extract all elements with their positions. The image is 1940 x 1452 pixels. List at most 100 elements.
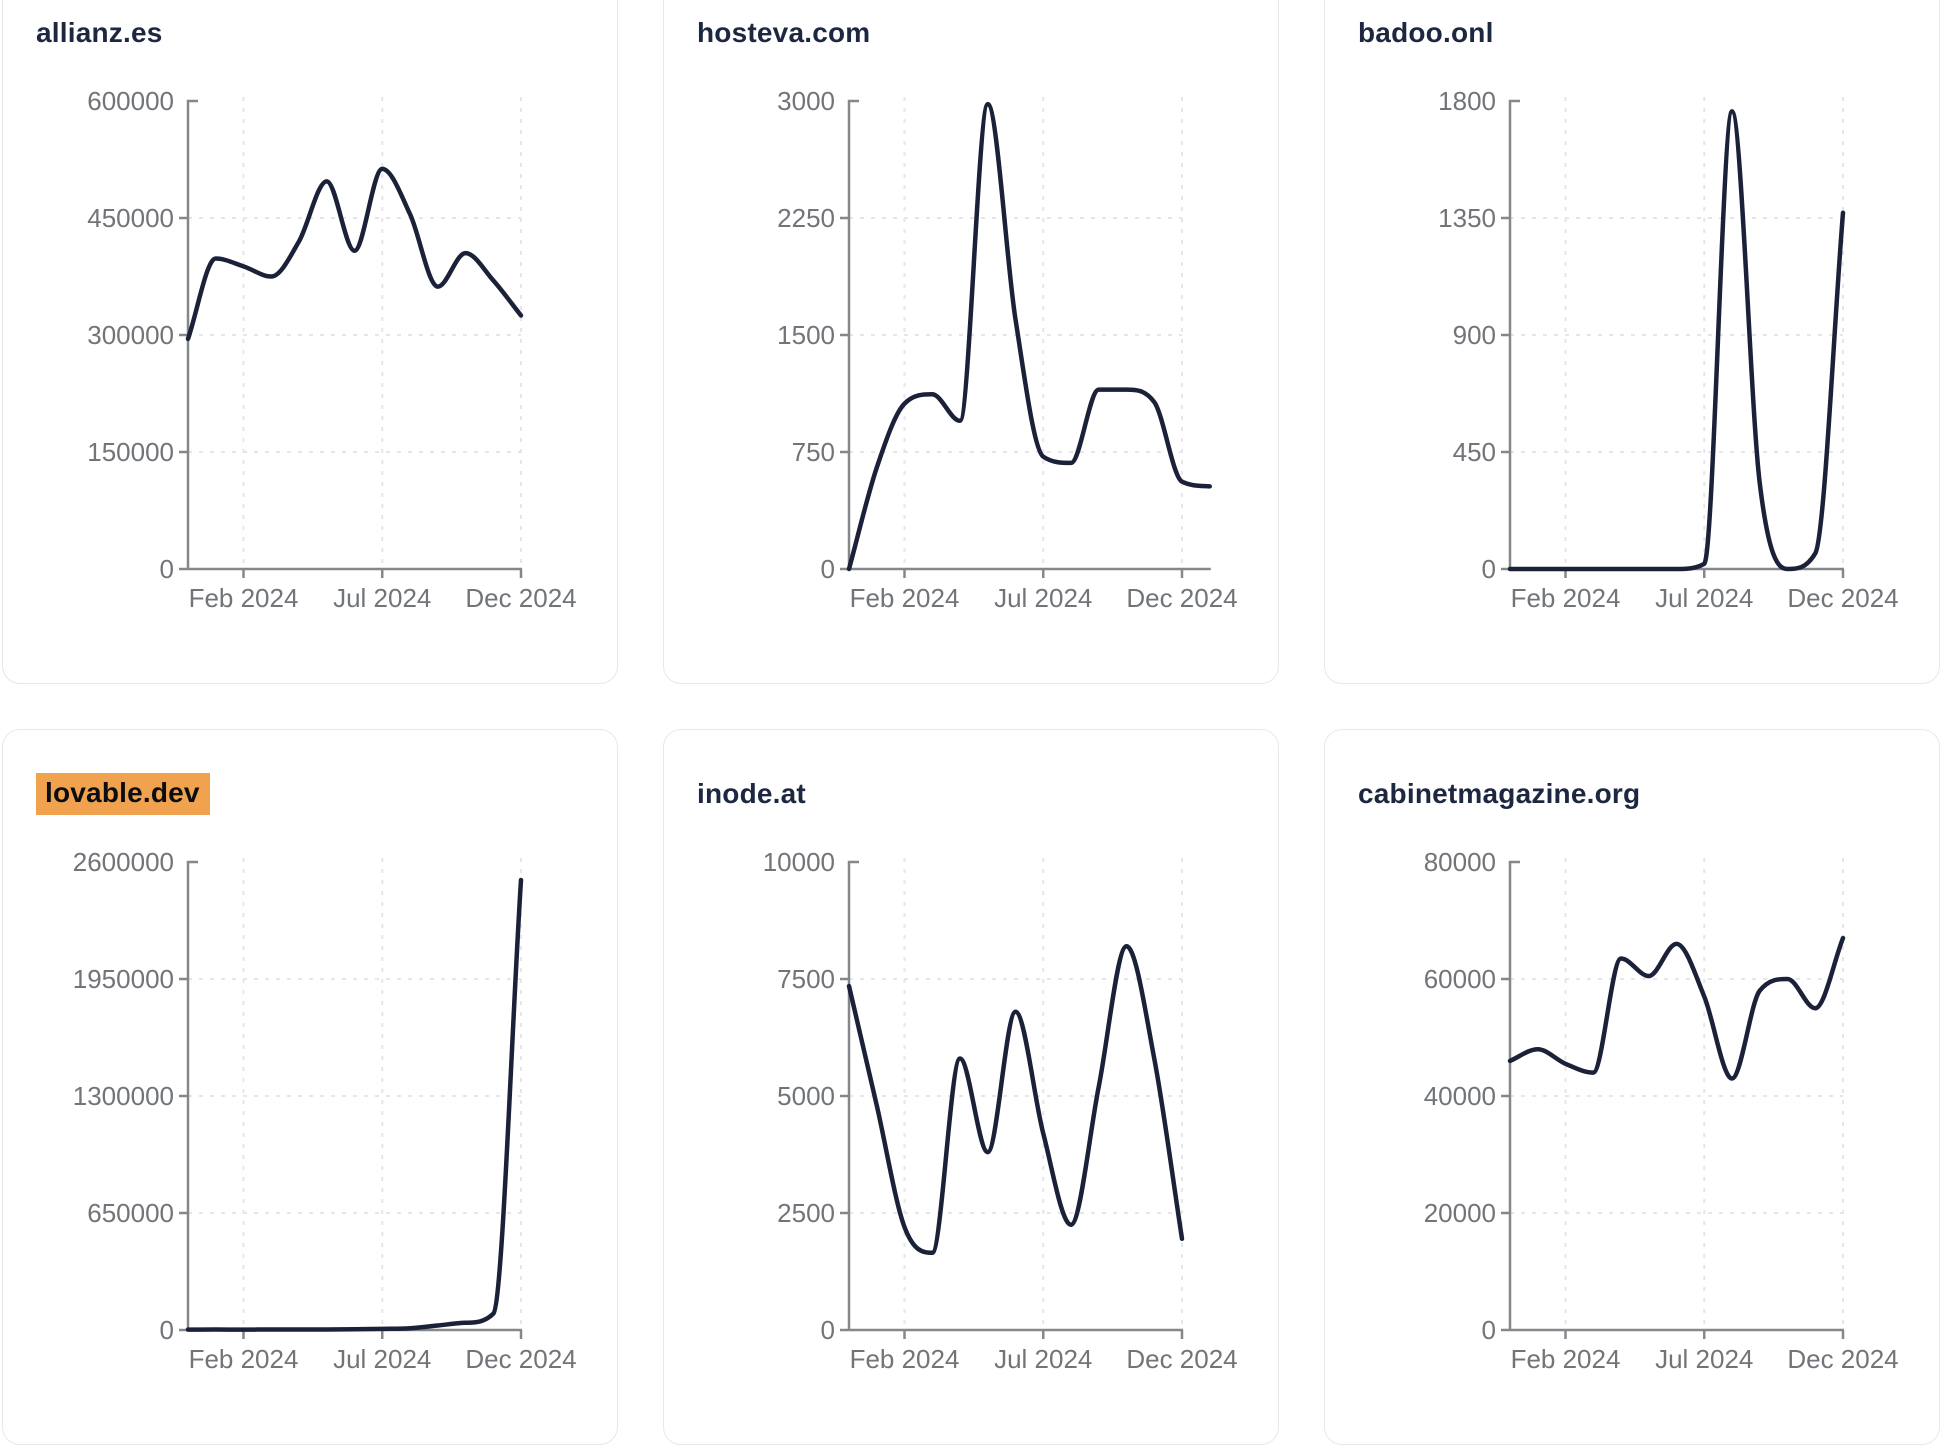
x-tick-labels: Feb 2024 Jul 2024 Dec 2024 (1511, 583, 1899, 613)
series-line (1507, 109, 1846, 572)
svg-text:450: 450 (1453, 437, 1496, 467)
y-axis (1501, 99, 1520, 571)
y-gridlines (1510, 217, 1843, 453)
svg-text:60000: 60000 (1424, 964, 1496, 994)
x-gridlines (903, 858, 1183, 1330)
svg-text:150000: 150000 (87, 437, 174, 467)
domain-title-highlighted: lovable.dev (36, 773, 210, 815)
svg-text:5000: 5000 (777, 1081, 835, 1111)
domain-title: cabinetmagazine.org (1358, 778, 1641, 809)
x-gridlines (1564, 858, 1844, 1330)
svg-text:2600000: 2600000 (73, 847, 174, 877)
svg-text:0: 0 (160, 1315, 174, 1345)
y-gridlines (1510, 978, 1843, 1214)
traffic-line-chart: 0 650000 1300000 1950000 2600000 Feb 2024 Jul … (73, 847, 577, 1374)
series-line (1507, 935, 1846, 1081)
y-axis (840, 99, 859, 571)
traffic-line-chart: 0 20000 40000 60000 80000 Feb 2024 Jul 2024 Dec… (1424, 847, 1899, 1374)
card-allianz-es[interactable]: allianz.es 0 150000 300000 450000 600000 Feb … (2, 0, 618, 684)
y-gridlines (849, 978, 1182, 1214)
svg-text:600000: 600000 (87, 86, 174, 116)
svg-text:Feb 2024: Feb 2024 (1511, 1344, 1621, 1374)
x-tick-labels: Feb 2024 Jul 2024 Dec 2024 (850, 583, 1238, 613)
svg-text:450000: 450000 (87, 203, 174, 233)
svg-text:Jul 2024: Jul 2024 (333, 1344, 431, 1374)
svg-text:Feb 2024: Feb 2024 (1511, 583, 1621, 613)
svg-text:Feb 2024: Feb 2024 (850, 583, 960, 613)
x-axis (1510, 1328, 1845, 1339)
svg-text:0: 0 (1482, 554, 1496, 584)
series-line (846, 943, 1185, 1256)
svg-text:Jul 2024: Jul 2024 (994, 583, 1092, 613)
x-tick-labels: Feb 2024 Jul 2024 Dec 2024 (189, 1344, 577, 1374)
svg-text:0: 0 (821, 1315, 835, 1345)
y-tick-labels: 0 650000 1300000 1950000 2600000 (73, 847, 174, 1345)
y-axis (179, 860, 198, 1332)
x-axis (849, 567, 1211, 578)
svg-text:Dec 2024: Dec 2024 (465, 1344, 576, 1374)
y-tick-labels: 0 750 1500 2250 3000 (777, 86, 835, 584)
x-tick-labels: Feb 2024 Jul 2024 Dec 2024 (189, 583, 577, 613)
y-axis (1501, 860, 1520, 1332)
svg-text:Dec 2024: Dec 2024 (465, 583, 576, 613)
domain-title: allianz.es (36, 17, 163, 48)
svg-text:750: 750 (792, 437, 835, 467)
svg-text:Jul 2024: Jul 2024 (1655, 583, 1753, 613)
y-axis (179, 99, 198, 571)
card-inode-at[interactable]: inode.at 0 2500 5000 7500 10000 Feb 2024 Jul 2… (663, 729, 1279, 1445)
y-tick-labels: 0 20000 40000 60000 80000 (1424, 847, 1496, 1345)
svg-text:Dec 2024: Dec 2024 (1126, 1344, 1237, 1374)
svg-text:Dec 2024: Dec 2024 (1126, 583, 1237, 613)
svg-text:Dec 2024: Dec 2024 (1787, 1344, 1898, 1374)
traffic-line-chart: 0 2500 5000 7500 10000 Feb 2024 Jul 2024 Dec 20… (763, 847, 1238, 1374)
svg-text:0: 0 (821, 554, 835, 584)
svg-text:10000: 10000 (763, 847, 835, 877)
svg-text:1950000: 1950000 (73, 964, 174, 994)
svg-text:650000: 650000 (87, 1198, 174, 1228)
svg-text:2250: 2250 (777, 203, 835, 233)
card-cabinetmagazine-org[interactable]: cabinetmagazine.org 0 20000 40000 60000 8000… (1324, 729, 1940, 1445)
svg-text:7500: 7500 (777, 964, 835, 994)
domain-title: hosteva.com (697, 17, 871, 48)
svg-text:1800: 1800 (1438, 86, 1496, 116)
svg-text:Feb 2024: Feb 2024 (850, 1344, 960, 1374)
svg-text:2500: 2500 (777, 1198, 835, 1228)
card-hosteva-com[interactable]: hosteva.com 0 750 1500 2250 3000 Feb 2024 Jul … (663, 0, 1279, 684)
domain-title: inode.at (697, 778, 806, 809)
svg-text:0: 0 (1482, 1315, 1496, 1345)
svg-text:40000: 40000 (1424, 1081, 1496, 1111)
traffic-line-chart: 0 150000 300000 450000 600000 Feb 2024 Jul 202… (87, 86, 577, 613)
svg-text:300000: 300000 (87, 320, 174, 350)
x-gridlines (242, 858, 522, 1330)
svg-text:1500: 1500 (777, 320, 835, 350)
x-gridlines (903, 97, 1183, 569)
svg-text:Feb 2024: Feb 2024 (189, 1344, 299, 1374)
traffic-line-chart: 0 450 900 1350 1800 Feb 2024 Jul 2024 Dec 2024 (1438, 86, 1899, 613)
svg-text:900: 900 (1453, 320, 1496, 350)
svg-text:20000: 20000 (1424, 1198, 1496, 1228)
x-tick-labels: Feb 2024 Jul 2024 Dec 2024 (850, 1344, 1238, 1374)
y-gridlines (188, 978, 521, 1214)
svg-text:1300000: 1300000 (73, 1081, 174, 1111)
svg-text:80000: 80000 (1424, 847, 1496, 877)
svg-text:3000: 3000 (777, 86, 835, 116)
x-gridlines (242, 97, 522, 569)
y-tick-labels: 0 2500 5000 7500 10000 (763, 847, 835, 1345)
y-axis (840, 860, 859, 1332)
series-line (185, 877, 524, 1332)
svg-text:Dec 2024: Dec 2024 (1787, 583, 1898, 613)
svg-text:Jul 2024: Jul 2024 (994, 1344, 1092, 1374)
y-tick-labels: 0 450 900 1350 1800 (1438, 86, 1496, 584)
x-axis (849, 1328, 1184, 1339)
svg-text:Jul 2024: Jul 2024 (333, 583, 431, 613)
svg-text:Feb 2024: Feb 2024 (189, 583, 299, 613)
x-axis (188, 567, 523, 578)
svg-text:Jul 2024: Jul 2024 (1655, 1344, 1753, 1374)
x-gridlines (1564, 97, 1844, 569)
x-tick-labels: Feb 2024 Jul 2024 Dec 2024 (1511, 1344, 1899, 1374)
domain-title: badoo.onl (1358, 17, 1494, 48)
svg-text:1350: 1350 (1438, 203, 1496, 233)
card-badoo-onl[interactable]: badoo.onl 0 450 900 1350 1800 Feb 2024 Jul 202… (1324, 0, 1940, 684)
y-tick-labels: 0 150000 300000 450000 600000 (87, 86, 174, 584)
card-lovable-dev[interactable]: lovable.dev 0 650000 1300000 1950000 2600000… (2, 729, 618, 1445)
